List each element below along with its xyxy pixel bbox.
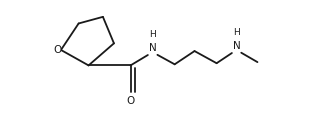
Text: O: O [53,45,61,55]
Text: N: N [149,43,156,53]
Text: H: H [149,30,156,39]
Text: N: N [233,41,240,51]
Text: O: O [126,96,135,106]
Text: H: H [233,28,240,37]
